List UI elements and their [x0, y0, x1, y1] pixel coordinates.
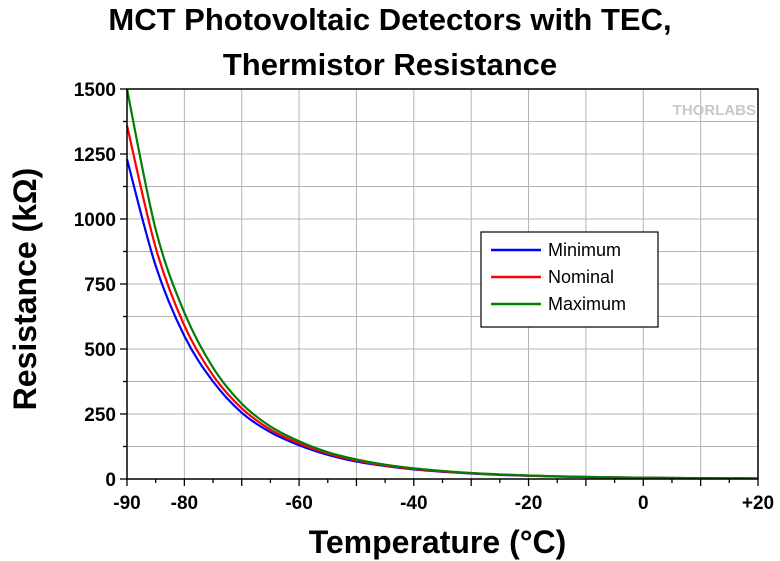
legend: Minimum Nominal Maximum — [480, 231, 659, 328]
x-axis-ticks: -90 -80 -60 -40 -20 0 +20 — [113, 479, 774, 514]
grid-lines — [126, 88, 759, 480]
legend-label-nominal: Nominal — [548, 267, 614, 287]
x-tick-label: -40 — [400, 493, 427, 514]
thorlabs-watermark: THORLABS — [673, 102, 756, 119]
y-tick-label: 750 — [84, 275, 116, 296]
chart-title-line-1: MCT Photovoltaic Detectors with TEC, — [108, 2, 672, 37]
y-tick-label: 250 — [84, 405, 116, 426]
series-lines — [125, 88, 759, 480]
x-tick-label: -80 — [171, 493, 198, 514]
y-axis-ticks: 0 250 500 750 1000 1250 1500 — [74, 80, 127, 491]
chart-title-line-2: Thermistor Resistance — [222, 47, 558, 82]
x-tick-label: +20 — [742, 493, 774, 514]
y-axis-title: Resistance (kΩ) — [7, 168, 43, 411]
y-tick-label: 0 — [105, 470, 116, 491]
series-line-nominal — [125, 125, 759, 480]
series-line-minimum — [125, 158, 759, 480]
x-tick-label: 0 — [638, 493, 649, 514]
x-tick-label: -90 — [113, 493, 140, 514]
x-axis-title: Temperature (°C) — [309, 524, 567, 560]
y-tick-label: 1250 — [74, 145, 116, 166]
y-tick-label: 500 — [84, 340, 116, 361]
series-line-maximum — [125, 88, 759, 480]
legend-box — [480, 231, 659, 328]
y-tick-label: 1000 — [74, 210, 116, 231]
legend-label-minimum: Minimum — [548, 240, 621, 260]
x-tick-label: -20 — [515, 493, 542, 514]
x-tick-label: -60 — [285, 493, 312, 514]
legend-label-maximum: Maximum — [548, 294, 626, 314]
y-tick-label: 1500 — [74, 80, 116, 101]
